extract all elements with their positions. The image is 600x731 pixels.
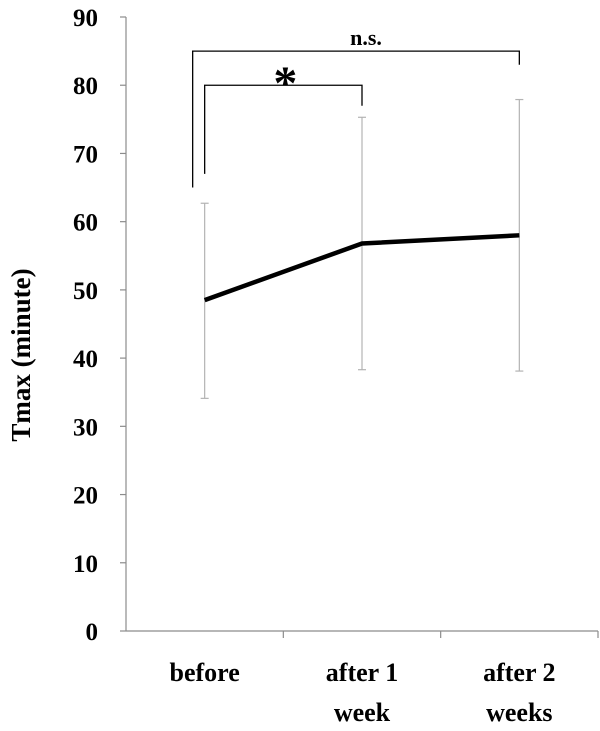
error-bars	[200, 98, 524, 399]
significance-bracket	[204, 84, 363, 174]
y-tick-label: 80	[73, 73, 98, 100]
y-tick-label: 70	[73, 141, 98, 168]
significance-label: n.s.	[350, 25, 382, 50]
significance-annotations: * n.s.	[192, 25, 520, 188]
y-tick-label: 30	[73, 414, 98, 441]
x-category-label: after 2 weeks	[483, 658, 555, 727]
y-tick-label: 60	[73, 210, 98, 237]
x-axis-category-labels: before after 1 week after 2 weeks	[170, 658, 556, 727]
series-line	[203, 233, 520, 303]
y-axis-ticks: 0 10 20 30 40 50 60 70 80 90	[73, 5, 599, 646]
y-tick-label: 40	[73, 346, 98, 373]
significance-bracket	[192, 50, 520, 188]
y-tick-label: 90	[73, 5, 98, 32]
y-tick-label: 20	[73, 483, 98, 510]
y-tick-label: 10	[73, 551, 98, 578]
x-category-label: after 1 week	[326, 658, 398, 727]
y-axis-title: Tmax (minute)	[6, 268, 36, 441]
series-lines	[203, 233, 520, 303]
y-tick-label: 0	[86, 619, 99, 646]
x-category-label: before	[170, 658, 240, 687]
axes	[125, 17, 598, 632]
significance-label: *	[273, 57, 297, 110]
y-tick-label: 50	[73, 278, 98, 305]
